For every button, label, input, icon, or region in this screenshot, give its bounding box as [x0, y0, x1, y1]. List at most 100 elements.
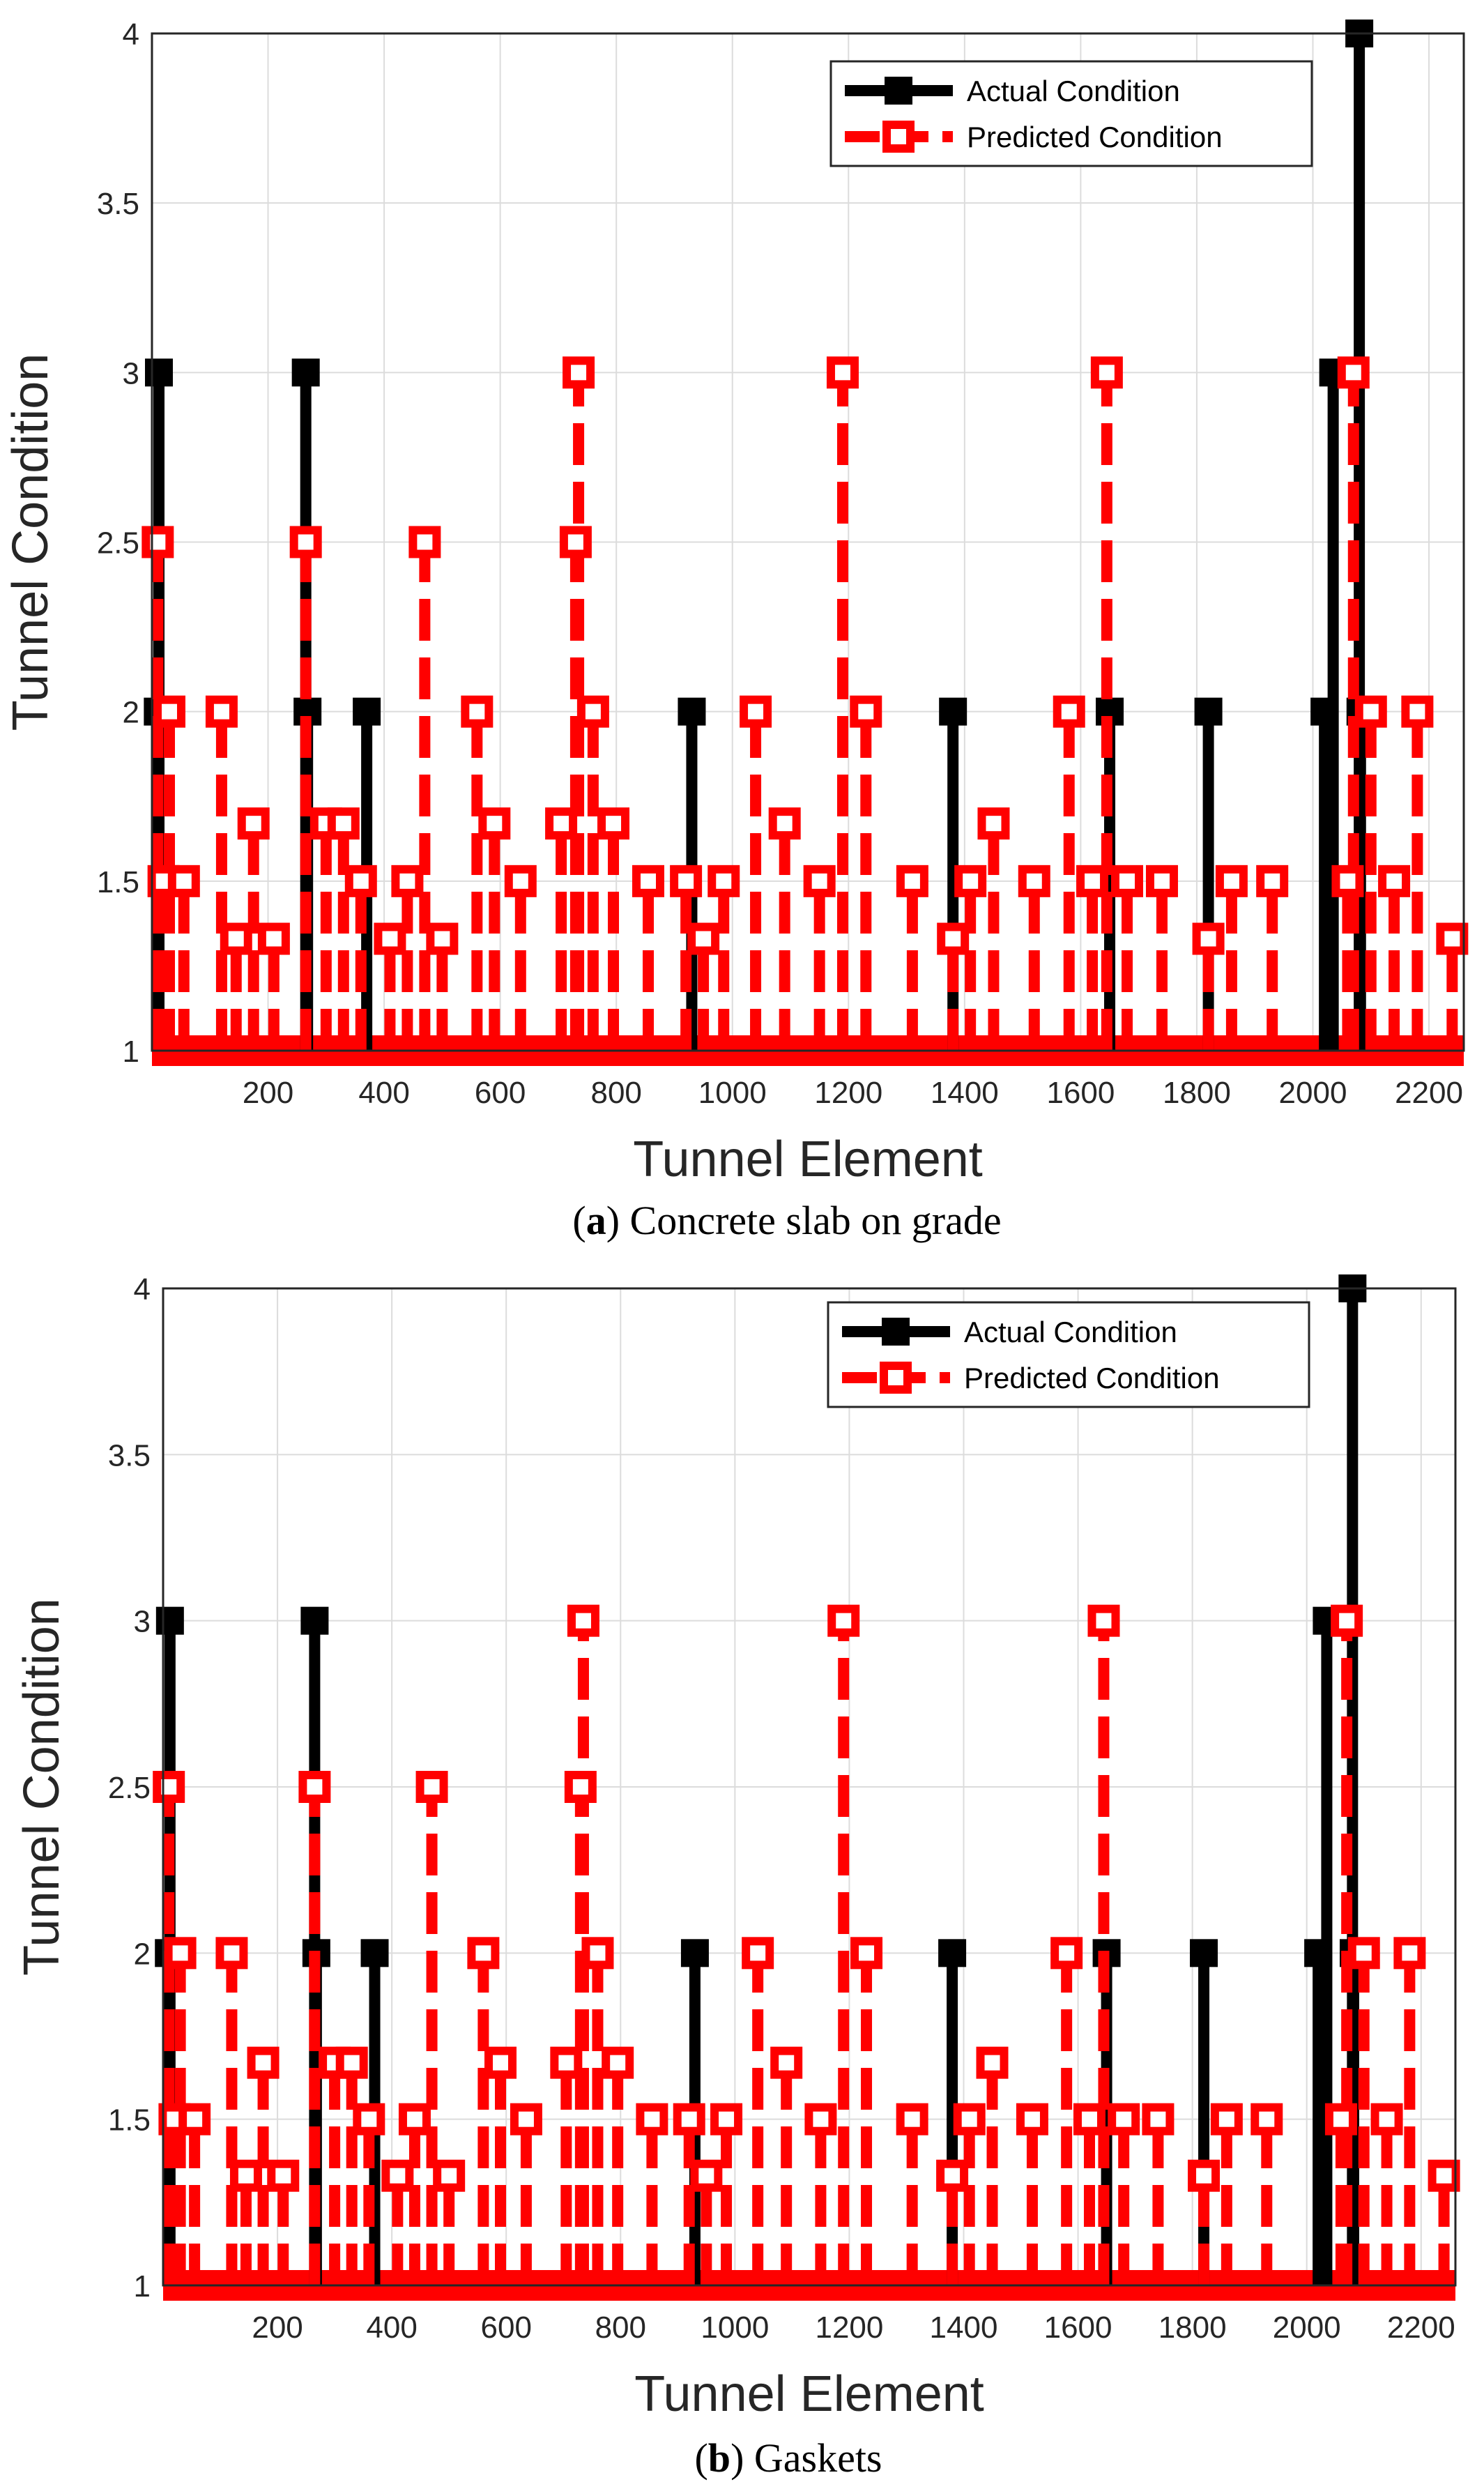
x-tick-label: 400	[358, 1076, 409, 1110]
legend-actual-label: Actual Condition	[964, 1316, 1177, 1348]
series-predicted	[141, 356, 1469, 1051]
predicted-marker	[670, 865, 703, 897]
predicted-marker	[1354, 695, 1387, 728]
predicted-marker	[954, 865, 987, 897]
y-tick-label: 2.5	[108, 1771, 151, 1805]
x-tick-label: 200	[252, 2310, 303, 2345]
y-tick-label: 2	[123, 696, 139, 730]
predicted-marker	[1256, 865, 1289, 897]
predicted-marker	[827, 1604, 860, 1637]
legend: Actual Condition Predicted Condition	[827, 1301, 1310, 1408]
predicted-marker	[220, 922, 252, 955]
actual-marker	[300, 1606, 329, 1635]
predicted-marker	[257, 922, 290, 955]
x-tick-label: 1000	[698, 1076, 767, 1110]
predicted-marker	[602, 2046, 634, 2079]
y-axis-label: Tunnel Condition	[3, 353, 59, 731]
predicted-marker	[344, 865, 377, 897]
chart-panel-b: 200 400 600 800 1000 1200 1400 1600 1800 2000 2200…	[14, 1272, 1460, 2481]
predicted-marker	[1324, 2103, 1357, 2135]
predicted-marker	[850, 695, 882, 728]
actual-marker	[360, 1939, 389, 1967]
predicted-marker	[1347, 1937, 1380, 1970]
predicted-marker	[167, 865, 200, 897]
y-tick-label: 4	[134, 1272, 151, 1307]
caption-letter: b	[708, 2435, 730, 2481]
series-predicted	[153, 1604, 1460, 2285]
predicted-marker	[215, 1937, 248, 1970]
predicted-marker	[153, 695, 185, 728]
x-axis-label: Tunnel Element	[633, 1132, 983, 1187]
x-tick-label: 1400	[931, 1076, 999, 1110]
predicted-marker	[896, 2103, 928, 2135]
y-tick-label: 3.5	[97, 187, 139, 221]
x-tick-label: 2000	[1273, 2310, 1341, 2345]
x-tick-label: 800	[590, 1076, 641, 1110]
predicted-marker	[545, 807, 578, 840]
predicted-marker	[770, 2046, 803, 2079]
predicted-marker	[237, 807, 270, 840]
predicted-marker	[1331, 865, 1364, 897]
predicted-marker	[1370, 2103, 1403, 2135]
x-tick-label: 200	[243, 1076, 293, 1110]
legend-actual-label: Actual Condition	[967, 75, 1180, 107]
caption-text: ) Gaskets	[730, 2435, 882, 2481]
predicted-marker	[597, 807, 630, 840]
predicted-marker	[153, 1771, 185, 1803]
predicted-marker	[229, 2159, 262, 2192]
predicted-marker	[1142, 2103, 1175, 2135]
actual-marker	[1310, 697, 1339, 726]
y-axis-label: Tunnel Condition	[14, 1598, 70, 1976]
predicted-marker	[289, 526, 322, 558]
x-tick-label: 2200	[1395, 1076, 1463, 1110]
predicted-marker	[687, 922, 720, 955]
predicted-marker	[804, 2103, 837, 2135]
y-tick-label: 2	[134, 1937, 151, 1971]
legend-actual-marker	[885, 77, 912, 105]
predicted-marker	[673, 2103, 705, 2135]
predicted-marker	[742, 1937, 774, 1970]
predicted-marker	[826, 356, 859, 389]
predicted-marker	[1331, 1604, 1363, 1637]
y-tick-label: 4	[123, 17, 139, 52]
actual-marker	[938, 1939, 967, 1967]
predicted-marker	[164, 1937, 197, 1970]
predicted-marker	[707, 865, 740, 897]
predicted-marker	[267, 2159, 300, 2192]
x-tick-label: 400	[366, 2310, 417, 2345]
predicted-marker	[353, 2103, 385, 2135]
legend-predicted-marker	[882, 121, 915, 153]
predicted-marker	[478, 807, 511, 840]
axes-box	[151, 32, 1465, 1052]
predicted-marker	[335, 2046, 368, 2079]
legend-predicted-label: Predicted Condition	[964, 1362, 1220, 1394]
predicted-marker	[391, 865, 424, 897]
actual-marker	[1194, 697, 1223, 726]
x-tick-label: 1400	[930, 2310, 998, 2345]
predicted-marker	[1337, 356, 1370, 389]
predicted-marker	[205, 695, 238, 728]
predicted-marker	[1050, 1937, 1083, 1970]
predicted-marker	[1108, 2103, 1140, 2135]
predicted-marker	[1436, 922, 1469, 955]
predicted-marker	[504, 865, 537, 897]
predicted-marker	[1087, 1604, 1120, 1637]
y-tick-label: 1	[134, 2269, 151, 2304]
predicted-marker	[936, 2159, 969, 2192]
x-axis-label: Tunnel Element	[634, 2366, 984, 2422]
predicted-marker	[567, 1604, 599, 1637]
predicted-marker	[398, 2103, 431, 2135]
predicted-marker	[1188, 2159, 1221, 2192]
x-tick-label: 600	[475, 1076, 526, 1110]
predicted-marker	[581, 1937, 614, 1970]
predicted-marker	[977, 807, 1010, 840]
predicted-marker	[426, 922, 459, 955]
actual-marker	[1190, 1939, 1218, 1967]
predicted-marker	[896, 865, 928, 897]
y-tick-label: 3	[123, 356, 139, 390]
predicted-marker	[408, 526, 441, 558]
predicted-marker	[1401, 695, 1434, 728]
figure-caption: (a) Concrete slab on grade	[572, 1198, 1001, 1243]
predicted-marker	[850, 1937, 883, 1970]
